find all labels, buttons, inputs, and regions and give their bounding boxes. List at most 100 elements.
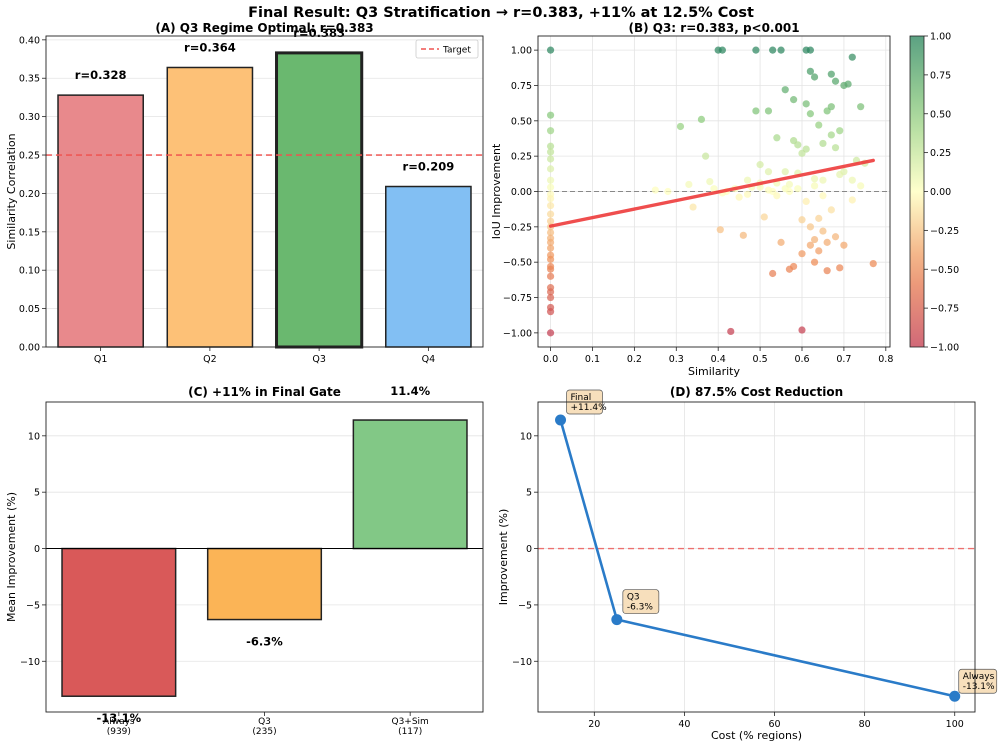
x-tick-count: (117) <box>398 727 422 737</box>
colorbar-tick-label: −0.50 <box>930 265 959 276</box>
scatter-point <box>739 231 747 239</box>
scatter-point <box>685 180 693 189</box>
scatter-point <box>819 139 827 148</box>
scatter-point <box>827 103 835 111</box>
scatter-point <box>781 168 789 176</box>
scatter-point <box>806 110 814 118</box>
bar-q3 <box>275 51 364 349</box>
scatter-point <box>769 269 777 278</box>
x-axis-label: Cost (% regions) <box>711 729 802 742</box>
scatter-point <box>546 210 555 218</box>
scatter-point <box>546 308 555 316</box>
y-axis-label: IoU Improvement <box>490 143 503 239</box>
y-tick-label: 0.75 <box>511 81 532 92</box>
bar-data-label: 11.4% <box>390 384 430 398</box>
y-tick-label: 0.00 <box>511 187 532 198</box>
x-tick-label: Q3 <box>312 354 326 365</box>
x-tick-label: 0.2 <box>627 354 642 365</box>
scatter-point <box>546 176 555 184</box>
scatter-point <box>848 53 856 61</box>
x-tick-label: 20 <box>588 719 600 730</box>
y-tick-label: −0.25 <box>503 222 532 233</box>
scatter-point <box>802 100 810 108</box>
scatter-point <box>764 186 773 194</box>
scatter-point <box>546 244 555 252</box>
y-axis-label: Mean Improvement (%) <box>5 492 18 622</box>
scatter-point <box>769 46 777 54</box>
scatter-point <box>794 141 802 149</box>
scatter-point <box>546 46 555 54</box>
scatter-point <box>848 196 856 204</box>
scatter-point <box>840 241 848 249</box>
point-annotation-box <box>958 668 998 694</box>
scatter-point <box>802 197 810 205</box>
plot-frame <box>537 401 976 713</box>
scatter-point <box>819 227 827 235</box>
bar-q3-sim <box>352 419 468 550</box>
scatter-point <box>651 186 659 194</box>
scatter-point <box>756 161 764 169</box>
x-tick-label: 0.6 <box>794 354 809 365</box>
scatter-point <box>743 190 752 198</box>
colorbar-tick-label: −0.25 <box>930 226 959 237</box>
plot-frame <box>45 35 484 348</box>
scatter-point <box>823 238 831 246</box>
scatter-point <box>546 155 555 163</box>
y-tick-label: 0 <box>526 544 532 555</box>
bar-q4 <box>385 185 472 348</box>
x-axis-label: Similarity <box>688 365 740 378</box>
scatter-point <box>810 182 819 190</box>
y-tick-label: −5 <box>518 600 532 611</box>
x-tick-label: Q1 <box>94 354 108 365</box>
x-tick-label: 80 <box>859 719 871 730</box>
scatter-point <box>546 142 555 150</box>
scatter-point <box>727 327 735 336</box>
figure-title: Final Result: Q3 Stratification → r=0.38… <box>248 5 754 21</box>
scatter-point <box>844 80 852 88</box>
y-tick-label: 0.30 <box>19 112 40 123</box>
x-tick-label: 60 <box>768 719 780 730</box>
scatter-point <box>790 96 798 104</box>
y-tick-label: 0.10 <box>19 266 40 277</box>
y-tick-label: 0.40 <box>19 35 40 46</box>
y-tick-label: 0.20 <box>19 189 40 200</box>
scatter-point <box>546 238 555 246</box>
scatter-point <box>777 238 785 246</box>
scatter-point <box>869 259 877 268</box>
y-axis-label: Improvement (%) <box>497 509 510 606</box>
bar-q1 <box>57 94 144 348</box>
scatter-point <box>773 134 781 142</box>
y-tick-label: 5 <box>526 488 532 499</box>
point-annotation-box <box>622 589 660 614</box>
scatter-point <box>806 241 814 249</box>
y-tick-label: −5 <box>26 600 40 611</box>
scatter-point <box>546 202 555 210</box>
scatter-point <box>546 329 555 337</box>
scatter-point <box>831 144 840 152</box>
scatter-point <box>836 127 844 135</box>
y-tick-label: 0.50 <box>511 116 532 127</box>
scatter-point <box>815 214 823 222</box>
panel-title: (B) Q3: r=0.383, p<0.001 <box>628 21 799 35</box>
bar-data-label: -13.1% <box>96 711 141 725</box>
scatter-point <box>794 185 802 193</box>
x-tick-label: 0.4 <box>711 354 726 365</box>
scatter-point <box>848 176 856 184</box>
y-tick-label: 0.05 <box>19 304 40 315</box>
scatter-point <box>790 262 798 271</box>
colorbar-tick-label: 0.00 <box>930 187 951 198</box>
series-point <box>611 614 623 626</box>
y-tick-label: −10 <box>512 657 532 668</box>
scatter-point <box>764 168 773 176</box>
fit-line <box>548 158 875 228</box>
x-tick-label: Always <box>103 717 135 727</box>
scatter-point <box>710 185 718 193</box>
x-tick-count: (235) <box>252 727 276 737</box>
bar-data-label: r=0.328 <box>75 68 127 82</box>
y-tick-label: 10 <box>520 431 532 442</box>
scatter-point <box>815 247 823 255</box>
colorbar-tick-label: −0.75 <box>930 304 959 315</box>
scatter-point <box>823 267 831 275</box>
plot-frame <box>45 401 484 713</box>
